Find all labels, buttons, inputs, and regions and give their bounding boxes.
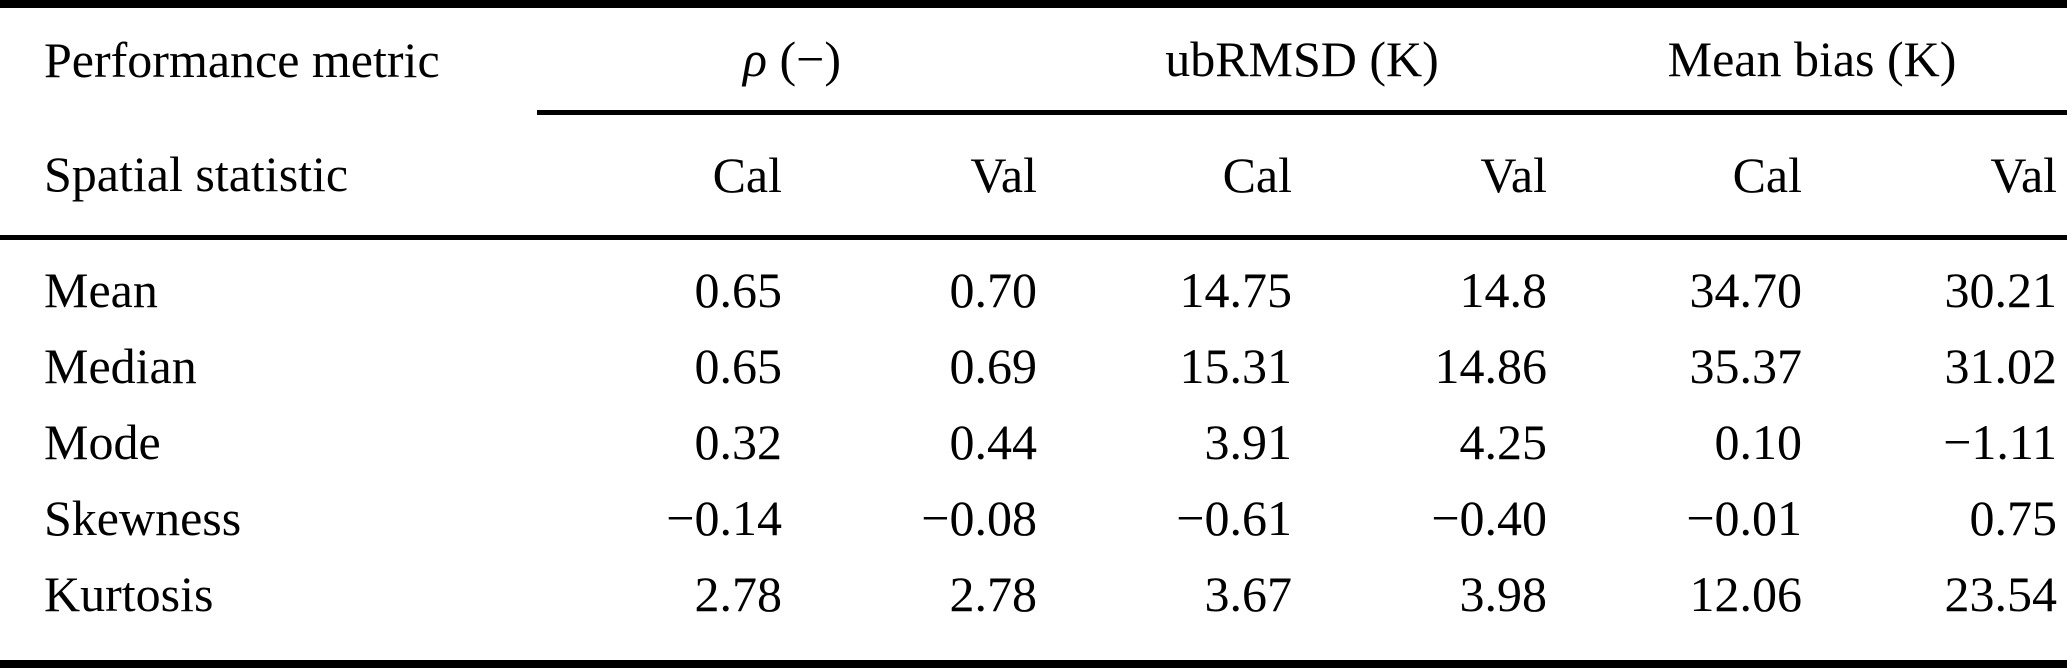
value-cell: −0.40 (1431, 490, 1548, 546)
value-cell: 3.67 (1204, 566, 1293, 622)
value-cell: 23.54 (1944, 566, 2058, 622)
value-cell: 0.65 (694, 262, 783, 318)
table-row-mode: Mode 0.32 0.44 3.91 4.25 0.10 −1.11 (0, 404, 2067, 480)
value-cell: 0.75 (1969, 490, 2058, 546)
row-label: Mode (44, 414, 161, 470)
value-cell: 0.10 (1714, 414, 1803, 470)
header-group-mean-bias: Mean bias (K) (1557, 4, 2067, 115)
header-group-ubrmsd: ubRMSD (K) (1047, 4, 1558, 115)
value-cell: 3.98 (1459, 566, 1548, 622)
value-cell: −0.01 (1686, 490, 1803, 546)
value-cell: 14.8 (1459, 262, 1548, 318)
header-performance-metric: Performance metric (44, 32, 440, 89)
value-cell: 30.21 (1944, 262, 2058, 318)
table-row-median: Median 0.65 0.69 15.31 14.86 35.37 31.02 (0, 328, 2067, 404)
value-cell: −1.11 (1943, 414, 2058, 470)
header-group-rho: ρ (−) (537, 4, 1047, 115)
group-header-row: Performance metric ρ (−) ubRMSD (K) Mean… (0, 4, 2067, 115)
value-cell: −0.61 (1176, 490, 1292, 546)
subheader-rho-cal: Cal (537, 112, 792, 240)
value-cell: 4.25 (1459, 414, 1548, 470)
value-cell: 3.91 (1204, 414, 1293, 470)
subheader-ubrmsd-cal: Cal (1047, 112, 1302, 240)
subheader-rho-val: Val (792, 112, 1047, 240)
value-cell: 0.44 (949, 414, 1038, 470)
value-cell: 15.31 (1179, 338, 1293, 394)
rho-unit-label: (−) (767, 31, 842, 87)
header-spatial-statistic: Spatial statistic (0, 112, 537, 240)
value-cell: 0.69 (949, 338, 1038, 394)
value-cell: 35.37 (1689, 338, 1803, 394)
value-cell: 31.02 (1944, 338, 2058, 394)
row-label: Kurtosis (44, 566, 214, 622)
subheader-meanbias-val: Val (1812, 112, 2067, 240)
value-cell: −0.14 (666, 490, 782, 546)
value-cell: 2.78 (949, 566, 1038, 622)
rho-symbol: ρ (743, 31, 767, 87)
subheader-meanbias-cal: Cal (1557, 112, 1813, 240)
table-row-kurtosis: Kurtosis 2.78 2.78 3.67 3.98 12.06 23.54 (0, 556, 2067, 664)
table-row-skewness: Skewness −0.14 −0.08 −0.61 −0.40 −0.01 0… (0, 480, 2067, 556)
value-cell: 34.70 (1689, 262, 1803, 318)
value-cell: 12.06 (1689, 566, 1803, 622)
value-cell: 2.78 (694, 566, 783, 622)
table-row-mean: Mean 0.65 0.70 14.75 14.8 34.70 30.21 (0, 238, 2067, 329)
row-label: Median (44, 338, 197, 394)
value-cell: 14.75 (1179, 262, 1293, 318)
subheader-ubrmsd-val: Val (1302, 112, 1558, 240)
value-cell: 14.86 (1434, 338, 1548, 394)
value-cell: 0.32 (694, 414, 783, 470)
value-cell: −0.08 (921, 490, 1037, 546)
subheader-row: Spatial statistic Cal Val Cal Val Cal Va… (0, 112, 2067, 240)
row-label: Mean (44, 262, 158, 318)
row-label: Skewness (44, 490, 242, 546)
value-cell: 0.65 (694, 338, 783, 394)
value-cell: 0.70 (949, 262, 1038, 318)
